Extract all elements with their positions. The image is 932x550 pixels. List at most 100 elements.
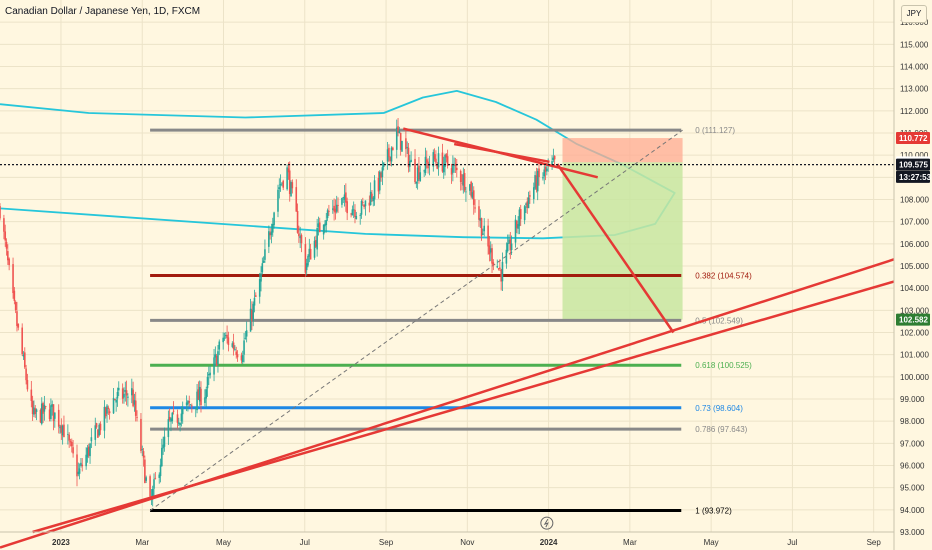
- candle-body: [287, 168, 290, 173]
- candle-body: [209, 372, 211, 376]
- candle-body: [341, 197, 343, 205]
- candle-body: [453, 164, 455, 166]
- candle-body: [97, 429, 99, 438]
- candle-body: [223, 337, 226, 339]
- candle-body: [8, 258, 10, 266]
- candle-body: [483, 225, 485, 232]
- candle-body: [304, 244, 307, 273]
- candle-body: [179, 423, 181, 426]
- candle-body: [271, 223, 274, 233]
- fib-level-label: 0.786 (97.643): [695, 425, 747, 434]
- trend-line: [556, 163, 675, 334]
- candle-body: [115, 399, 117, 403]
- candle-body: [21, 327, 23, 355]
- fib-level-label: 0.618 (100.525): [695, 361, 752, 370]
- candle-body: [444, 154, 446, 167]
- price-axis: 93.000 94.000 95.000 96.000 97.000 98.000 99.0…: [893, 0, 932, 550]
- candle-body: [455, 167, 458, 171]
- candle-body: [433, 154, 436, 160]
- candle-body: [245, 330, 248, 337]
- candle-body: [488, 245, 491, 255]
- price-tick-label: 113.000: [900, 85, 929, 94]
- candle-body: [161, 447, 163, 467]
- candle-body: [244, 337, 247, 339]
- candle-body: [419, 172, 422, 181]
- candle-body: [52, 404, 55, 422]
- candle-body: [519, 209, 522, 220]
- currency-button[interactable]: JPY: [901, 5, 927, 23]
- candle-body: [381, 167, 384, 177]
- fib-level-label: 0.5 (102.549): [695, 316, 743, 325]
- candle-body: [123, 393, 125, 398]
- candle-body: [214, 354, 217, 358]
- candle-body: [282, 180, 285, 188]
- candle-body: [389, 156, 392, 161]
- candle-body: [252, 303, 254, 321]
- candle-body: [435, 158, 437, 163]
- time-tick-label: Mar: [135, 538, 149, 547]
- price-tick-label: 112.000: [900, 107, 929, 116]
- candle-body: [286, 167, 288, 190]
- candle-body: [542, 177, 544, 179]
- candle-body: [35, 409, 38, 412]
- candle-body: [23, 352, 26, 368]
- candle-body: [114, 398, 116, 401]
- candle-body: [538, 168, 540, 177]
- candle-body: [185, 402, 188, 406]
- candle-body: [487, 225, 489, 247]
- candle-body: [305, 263, 308, 271]
- fib-level-label: 0.382 (104.574): [695, 271, 752, 280]
- candle-body: [268, 231, 270, 247]
- candle-body: [167, 419, 170, 438]
- candle-body: [497, 268, 500, 270]
- time-tick-label: Jul: [300, 538, 310, 547]
- candle-body: [251, 309, 253, 322]
- candle-body: [527, 197, 530, 209]
- candle-body: [454, 164, 457, 167]
- price-tick-label: 99.000: [900, 395, 925, 404]
- candle-body: [415, 181, 418, 184]
- candle-body: [31, 400, 34, 415]
- candle-body: [208, 374, 210, 376]
- candle-body: [243, 340, 245, 355]
- lightning-icon: [543, 518, 549, 528]
- target-zone: [562, 162, 683, 320]
- candle-body: [523, 206, 526, 221]
- price-label-text: 110.772: [899, 134, 928, 143]
- candle-body: [362, 202, 364, 203]
- candle-body: [416, 167, 419, 182]
- candle-body: [288, 170, 291, 194]
- candle-body: [5, 241, 8, 249]
- candle-body: [57, 409, 60, 427]
- candle-body: [191, 405, 193, 407]
- candle-body: [496, 266, 499, 268]
- candle-body: [423, 170, 425, 172]
- candle-body: [176, 414, 179, 423]
- candle-body: [517, 224, 519, 229]
- candle-body: [145, 477, 147, 481]
- candle-body: [462, 174, 465, 186]
- candle-body: [388, 147, 390, 157]
- candle-body: [188, 401, 191, 403]
- candle-body: [510, 243, 513, 251]
- candle-body: [363, 204, 365, 208]
- candle-body: [106, 405, 108, 414]
- candle-body: [364, 200, 367, 207]
- candle-body: [7, 251, 9, 261]
- candle-body: [149, 476, 151, 497]
- candle-body: [333, 205, 335, 212]
- candle-body: [546, 168, 548, 172]
- candle-body: [95, 423, 98, 428]
- candle-body: [489, 248, 492, 253]
- candle-body: [117, 387, 120, 391]
- candle-body: [141, 448, 144, 450]
- candle-body: [360, 200, 363, 215]
- candle-body: [253, 297, 256, 306]
- trend-line: [32, 280, 895, 534]
- candle-body: [446, 156, 449, 166]
- candle-body: [94, 425, 97, 440]
- candle-body: [108, 411, 111, 414]
- candle-body: [343, 194, 346, 200]
